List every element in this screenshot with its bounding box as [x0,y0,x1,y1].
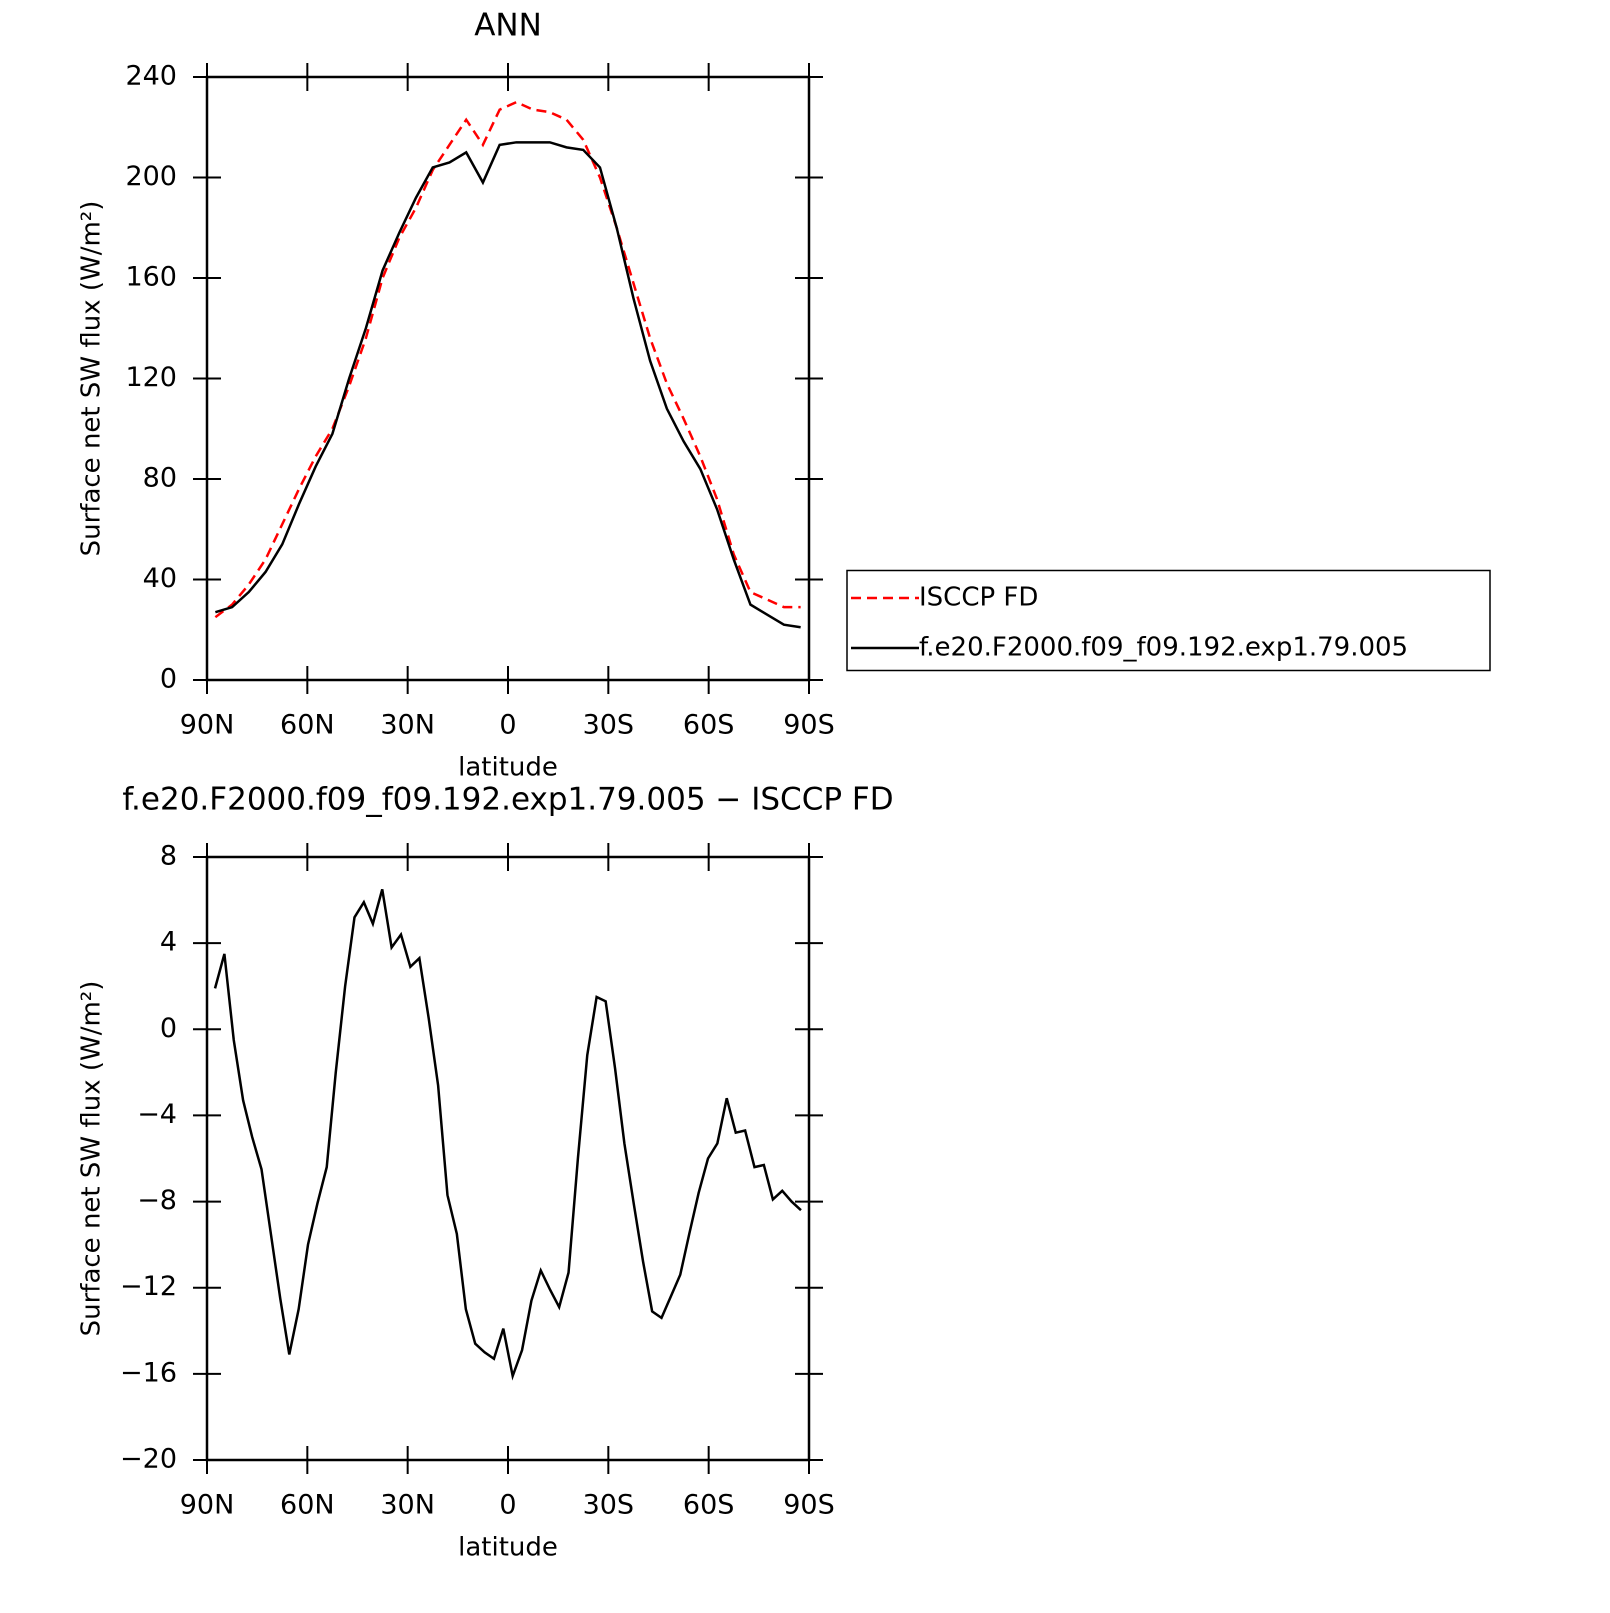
y-tick-label: −12 [120,1271,177,1302]
x-tick-label: 0 [499,710,516,741]
x-axis-label: latitude [458,753,558,783]
x-tick-label: 90N [180,710,235,741]
x-tick-label: 60N [280,1490,335,1521]
x-tick-label: 30S [583,1490,635,1521]
y-tick-label: 80 [143,463,177,494]
chart-title: f.e20.F2000.f09_f09.192.exp1.79.005 − IS… [122,782,893,818]
x-tick-label: 30N [380,1490,435,1521]
y-tick-label: −8 [137,1185,177,1216]
x-axis-label: latitude [458,1533,558,1563]
x-tick-label: 60S [683,1490,735,1521]
x-tick-label: 0 [499,1490,516,1521]
y-tick-label: −4 [137,1099,177,1130]
y-axis-label: Surface net SW flux (W/m²) [77,981,107,1337]
y-tick-label: 160 [125,262,177,293]
y-tick-label: −20 [120,1444,177,1475]
x-tick-label: 30N [380,710,435,741]
x-tick-label: 90S [783,1490,835,1521]
chart-title: ANN [474,8,542,44]
y-tick-label: 8 [160,841,177,872]
y-tick-label: 0 [160,664,177,695]
legend-box [846,569,1491,672]
legend: ISCCP FD f.e20.F2000.f09_f09.192.exp1.79.… [846,569,1491,672]
x-tick-label: 60S [683,710,735,741]
plot-frame [205,75,811,682]
y-tick-label: 120 [125,362,177,393]
x-tick-label: 90N [180,1490,235,1521]
legend-label: f.e20.F2000.f09_f09.192.exp1.79.005 [919,633,1408,663]
y-axis-label: Surface net SW flux (W/m²) [77,201,107,557]
plot-frame [205,855,811,1462]
x-tick-label: 60N [280,710,335,741]
y-tick-label: 200 [125,161,177,192]
y-tick-label: 40 [143,563,177,594]
x-tick-label: 90S [783,710,835,741]
y-tick-label: −16 [120,1357,177,1388]
y-tick-label: 4 [160,927,177,958]
data-line [215,141,801,629]
legend-label: ISCCP FD [919,583,1038,613]
data-line [214,100,801,619]
y-tick-label: 240 [125,61,177,92]
data-line [213,888,802,1381]
x-tick-label: 30S [583,710,635,741]
y-tick-label: 0 [160,1013,177,1044]
